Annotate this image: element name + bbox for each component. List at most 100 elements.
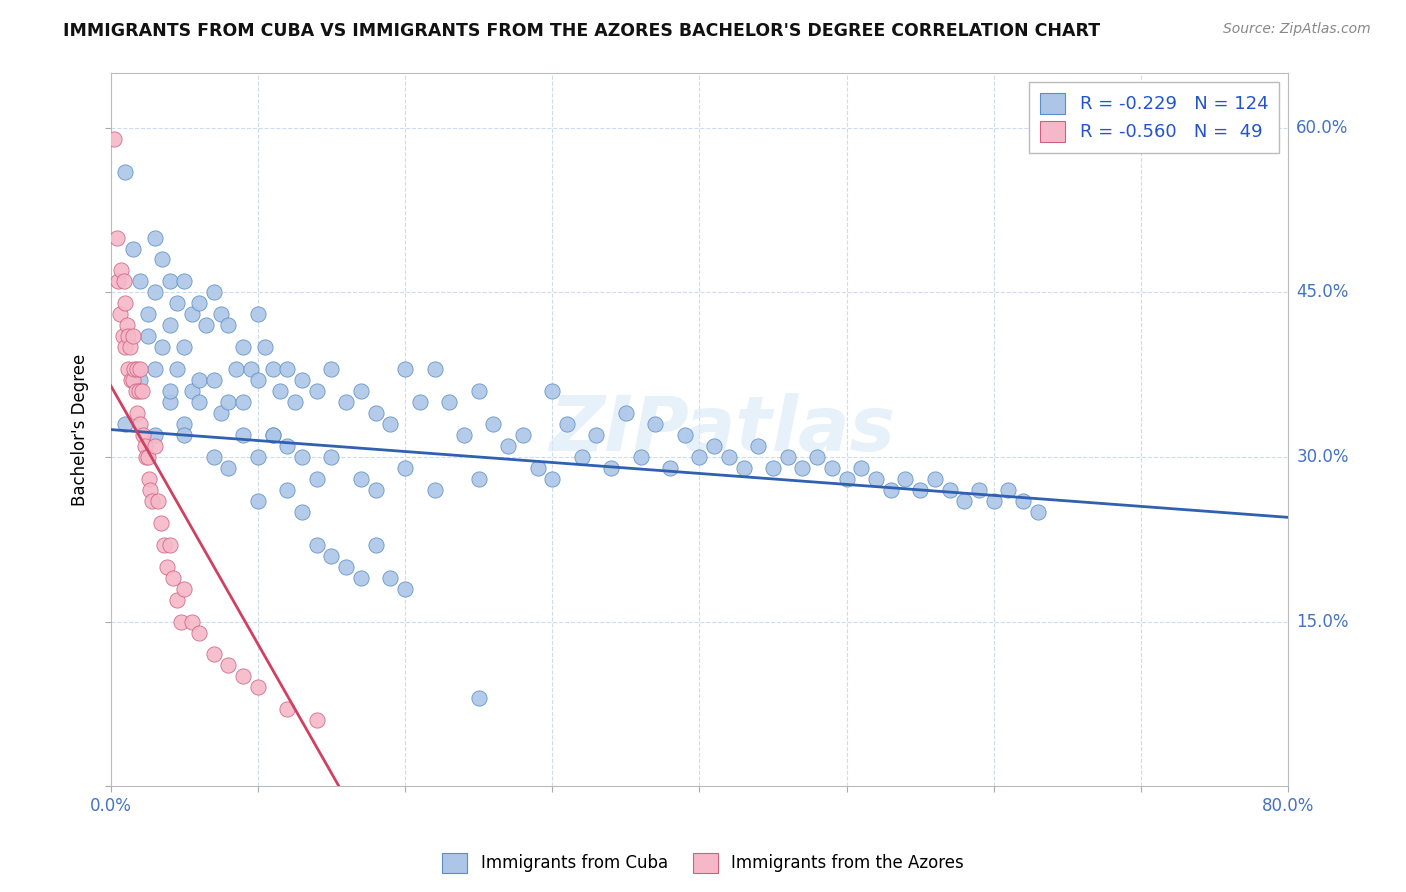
Point bbox=[496, 439, 519, 453]
Point bbox=[143, 428, 166, 442]
Point bbox=[173, 417, 195, 431]
Point bbox=[321, 450, 343, 464]
Point bbox=[792, 461, 814, 475]
Point bbox=[139, 483, 162, 497]
Point bbox=[269, 384, 291, 399]
Point bbox=[997, 483, 1019, 497]
Point bbox=[143, 285, 166, 300]
Point bbox=[364, 483, 387, 497]
Text: IMMIGRANTS FROM CUBA VS IMMIGRANTS FROM THE AZORES BACHELOR'S DEGREE CORRELATION: IMMIGRANTS FROM CUBA VS IMMIGRANTS FROM … bbox=[63, 22, 1101, 40]
Point bbox=[614, 406, 637, 420]
Point bbox=[159, 395, 181, 409]
Text: 15.0%: 15.0% bbox=[1296, 613, 1348, 631]
Point bbox=[218, 395, 240, 409]
Point bbox=[1026, 505, 1049, 519]
Point bbox=[453, 428, 475, 442]
Point bbox=[105, 230, 128, 244]
Point bbox=[143, 362, 166, 376]
Point bbox=[630, 450, 652, 464]
Legend: Immigrants from Cuba, Immigrants from the Azores: Immigrants from Cuba, Immigrants from th… bbox=[436, 847, 970, 880]
Point bbox=[146, 494, 169, 508]
Point bbox=[150, 340, 173, 354]
Point bbox=[188, 395, 211, 409]
Point bbox=[703, 439, 725, 453]
Point bbox=[225, 362, 247, 376]
Text: 30.0%: 30.0% bbox=[1296, 448, 1348, 466]
Point bbox=[131, 384, 153, 399]
Point bbox=[541, 472, 564, 486]
Point bbox=[195, 318, 218, 333]
Point bbox=[125, 384, 148, 399]
Point bbox=[284, 395, 307, 409]
Point bbox=[335, 559, 357, 574]
Point bbox=[188, 296, 211, 310]
Point bbox=[180, 615, 202, 629]
Point bbox=[673, 428, 696, 442]
Point bbox=[350, 571, 373, 585]
Point bbox=[262, 428, 284, 442]
Point bbox=[776, 450, 799, 464]
Point bbox=[159, 538, 181, 552]
Point bbox=[276, 702, 298, 716]
Point bbox=[162, 571, 184, 585]
Point bbox=[111, 329, 134, 343]
Point bbox=[305, 384, 328, 399]
Point bbox=[218, 658, 240, 673]
Point bbox=[239, 362, 262, 376]
Point bbox=[305, 714, 328, 728]
Point bbox=[117, 329, 139, 343]
Point bbox=[127, 362, 149, 376]
Point bbox=[173, 582, 195, 596]
Point bbox=[246, 494, 269, 508]
Point bbox=[409, 395, 432, 409]
Point bbox=[321, 549, 343, 563]
Point bbox=[717, 450, 740, 464]
Point bbox=[806, 450, 828, 464]
Point bbox=[246, 450, 269, 464]
Point bbox=[246, 307, 269, 321]
Point bbox=[262, 362, 284, 376]
Point bbox=[114, 165, 136, 179]
Point bbox=[291, 450, 314, 464]
Point bbox=[335, 395, 357, 409]
Point bbox=[658, 461, 681, 475]
Point bbox=[953, 494, 976, 508]
Point bbox=[129, 373, 152, 387]
Point bbox=[380, 571, 402, 585]
Point bbox=[141, 494, 163, 508]
Point bbox=[688, 450, 710, 464]
Point bbox=[467, 691, 489, 706]
Point bbox=[232, 669, 254, 683]
Point bbox=[120, 373, 142, 387]
Point bbox=[128, 384, 150, 399]
Point bbox=[149, 516, 172, 530]
Point bbox=[879, 483, 901, 497]
Point bbox=[967, 483, 990, 497]
Point bbox=[202, 373, 225, 387]
Point bbox=[305, 472, 328, 486]
Point bbox=[117, 362, 139, 376]
Point bbox=[209, 406, 232, 420]
Point bbox=[394, 362, 416, 376]
Point bbox=[112, 275, 135, 289]
Point bbox=[350, 472, 373, 486]
Point bbox=[136, 307, 159, 321]
Point bbox=[156, 559, 179, 574]
Point bbox=[143, 439, 166, 453]
Point bbox=[159, 275, 181, 289]
Point bbox=[924, 472, 946, 486]
Point bbox=[121, 329, 143, 343]
Point bbox=[600, 461, 623, 475]
Point bbox=[129, 417, 152, 431]
Text: Source: ZipAtlas.com: Source: ZipAtlas.com bbox=[1223, 22, 1371, 37]
Point bbox=[1012, 494, 1035, 508]
Point bbox=[394, 582, 416, 596]
Point bbox=[291, 505, 314, 519]
Point bbox=[467, 472, 489, 486]
Point bbox=[276, 362, 298, 376]
Point bbox=[114, 417, 136, 431]
Point bbox=[232, 428, 254, 442]
Point bbox=[908, 483, 931, 497]
Point bbox=[938, 483, 960, 497]
Point bbox=[894, 472, 917, 486]
